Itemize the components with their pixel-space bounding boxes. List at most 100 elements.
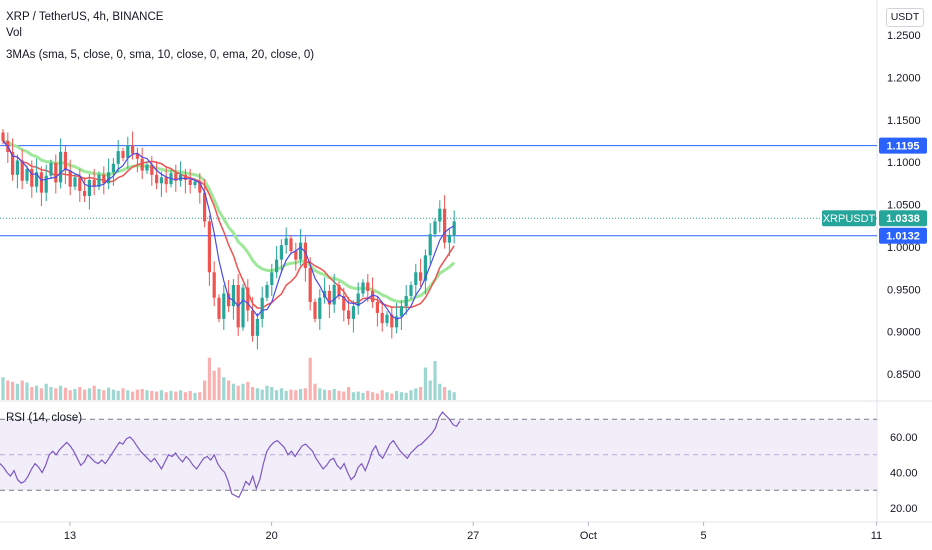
volume-bar: [241, 383, 245, 400]
candle-body: [116, 151, 120, 164]
time-tick-label: 13: [64, 530, 76, 542]
volume-bar: [443, 387, 447, 400]
rsi-band-fill: [0, 419, 877, 491]
currency-unit-button[interactable]: USDT: [886, 8, 924, 27]
volume-bar: [135, 389, 139, 400]
volume-bar: [126, 390, 130, 400]
candle-body: [25, 168, 29, 181]
candle-body: [145, 164, 149, 171]
candle-body: [111, 163, 115, 173]
candle-body: [438, 208, 442, 222]
candle-body: [270, 272, 274, 286]
candle-body: [303, 242, 307, 269]
volume-bar: [419, 387, 423, 400]
volume-bar: [414, 388, 418, 400]
candle-body: [131, 145, 135, 154]
price-tag: [879, 137, 927, 154]
candle-body: [11, 151, 15, 175]
candle-body: [395, 316, 399, 328]
volume-bar: [332, 388, 336, 400]
candle-body: [289, 238, 293, 252]
volume-bar: [73, 388, 77, 400]
candle-body: [63, 151, 67, 171]
candle-body: [423, 255, 427, 281]
candle-body: [20, 160, 24, 181]
candle-body: [255, 318, 259, 336]
volume-bar: [164, 392, 168, 400]
candle-body: [414, 272, 418, 286]
price-tick-label: 1.1000: [887, 157, 921, 169]
candle-body: [121, 151, 125, 158]
volume-bar: [236, 385, 240, 400]
time-tick-label: Oct: [580, 530, 597, 542]
time-tick-label: 27: [467, 530, 479, 542]
volume-bar: [299, 388, 303, 400]
price-tag: [879, 227, 927, 244]
candle-body: [366, 282, 370, 291]
candle-body: [356, 293, 360, 307]
volume-bar: [284, 390, 288, 400]
candle-body: [159, 177, 163, 184]
volume-bar: [246, 381, 250, 400]
candle-body: [299, 242, 303, 260]
volume-bar: [404, 392, 408, 400]
candle-body: [308, 268, 312, 302]
volume-bar: [140, 388, 144, 400]
volume-bar: [116, 390, 120, 400]
volume-bar: [107, 387, 111, 400]
candle-body: [452, 221, 456, 236]
volume-bar: [92, 385, 96, 400]
candle-body: [342, 296, 346, 311]
candle-body: [87, 179, 91, 197]
volume-bar: [313, 383, 317, 400]
candle-body: [409, 285, 413, 297]
symbol-title: XRP / TetherUS, 4h, BINANCE: [6, 11, 164, 23]
candle-body: [174, 173, 178, 181]
volume-bar: [198, 392, 202, 400]
volume-bar: [255, 388, 259, 400]
candle-body: [351, 306, 355, 319]
candle-body: [49, 162, 53, 176]
candle-body: [78, 177, 82, 191]
candle-body: [212, 272, 216, 298]
price-tick-label: 0.9500: [887, 284, 921, 296]
volume-bar: [433, 361, 437, 400]
candle-body: [140, 158, 144, 171]
volume-bar: [399, 392, 403, 400]
rsi-line: [0, 411, 461, 499]
volume-bar: [97, 388, 101, 400]
volume-bar: [423, 367, 427, 400]
candle-body: [371, 290, 375, 302]
volume-bar: [193, 392, 197, 400]
volume-bar: [63, 387, 67, 400]
candle-body: [404, 296, 408, 307]
candle-body: [68, 170, 72, 187]
candle-body: [73, 177, 77, 187]
volume-bar: [428, 380, 432, 400]
price-tick-label: 0.8500: [887, 369, 921, 381]
candle-body: [39, 172, 43, 193]
price-tag: [879, 210, 927, 227]
candle-body: [385, 314, 389, 324]
candle-body: [260, 297, 264, 319]
volume-bar: [212, 370, 216, 400]
candle-body: [150, 164, 154, 175]
candle-body: [428, 234, 432, 256]
volume-bar: [231, 383, 235, 400]
candle-body: [433, 221, 437, 235]
sma10-line: [2, 140, 455, 309]
candle-body: [265, 285, 269, 298]
volume-bar: [179, 390, 183, 400]
candle-body: [443, 208, 447, 243]
candle-body: [54, 162, 58, 183]
volume-bar: [289, 389, 293, 400]
volume-bar: [279, 388, 283, 400]
rsi-tick-label: 20.00: [890, 503, 918, 515]
volume-bar: [111, 389, 115, 400]
symbol-price-tag: [822, 210, 876, 227]
rsi-indicator-label: RSI (14, close): [6, 412, 83, 424]
candle-body: [361, 282, 365, 294]
volume-bar: [385, 392, 389, 400]
volume-bar: [49, 387, 53, 400]
